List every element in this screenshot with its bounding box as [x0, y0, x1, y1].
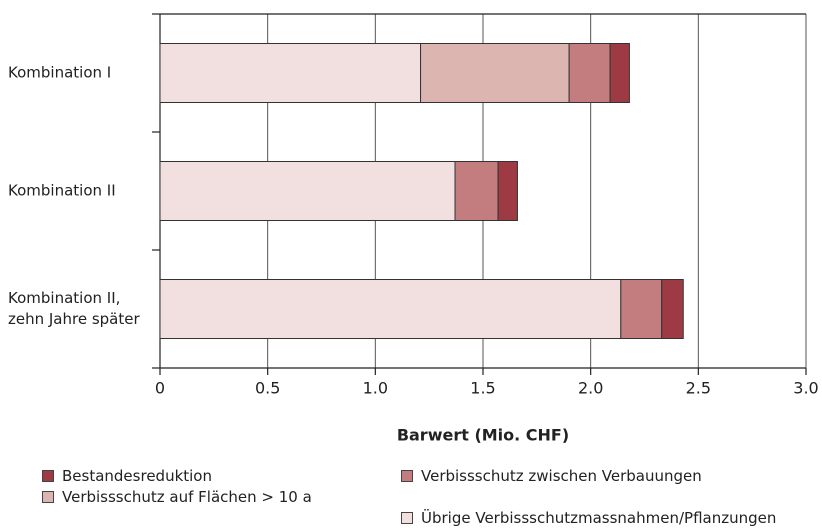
x-tick-label: 0 [155, 379, 165, 398]
bar-segment [454, 161, 499, 221]
x-tick-label: 2.5 [686, 379, 711, 398]
bar-segment [609, 43, 630, 103]
legend-label: Verbissschutz auf Flächen > 10 a [62, 488, 312, 506]
bar-segment [497, 161, 518, 221]
legend-label: Übrige Verbissschutzmassnahmen/Pflanzung… [421, 509, 777, 530]
legend-label: Bestandesreduktion [62, 467, 212, 485]
legend-swatch [401, 512, 413, 524]
bar-segment [420, 43, 570, 103]
bar-segment [159, 43, 422, 103]
bar-segment [620, 279, 663, 339]
y-tick-label: Kombination I [8, 63, 112, 82]
x-tick-label: 2.0 [578, 379, 603, 398]
bar-segment [159, 161, 456, 221]
bar-segment [568, 43, 611, 103]
x-tick-label: 3.0 [793, 379, 818, 398]
x-axis-label: Barwert (Mio. CHF) [397, 426, 569, 445]
x-tick-label: 1.5 [470, 379, 495, 398]
legend-swatch [401, 470, 413, 482]
y-tick-label: Kombination II, zehn Jahre später [8, 289, 140, 328]
legend-label: Verbissschutz zwischen Verbauungen [421, 467, 702, 485]
bar-segment [661, 279, 684, 339]
bar-segment [159, 279, 622, 339]
x-tick-label: 0.5 [255, 379, 280, 398]
x-tick-label: 1.0 [363, 379, 388, 398]
legend-swatch [42, 491, 54, 503]
legend-swatch [42, 470, 54, 482]
y-tick-label: Kombination II [8, 181, 116, 200]
